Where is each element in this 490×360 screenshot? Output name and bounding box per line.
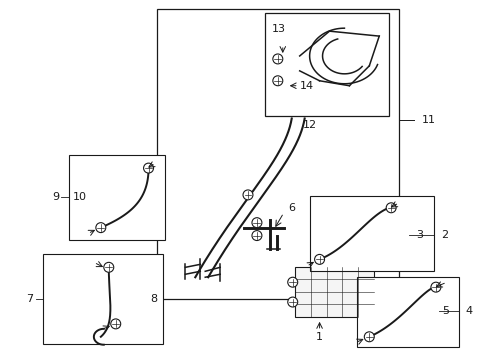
Bar [357, 277, 459, 347]
Ellipse shape [386, 203, 396, 213]
Bar [157, 9, 399, 299]
Ellipse shape [288, 297, 298, 307]
Text: 14: 14 [300, 81, 314, 91]
Ellipse shape [243, 190, 253, 200]
Bar [43, 255, 164, 344]
Ellipse shape [273, 54, 283, 64]
Ellipse shape [273, 76, 283, 86]
Text: 7: 7 [26, 294, 33, 304]
Text: 1: 1 [316, 332, 323, 342]
Ellipse shape [104, 262, 114, 272]
Ellipse shape [252, 231, 262, 240]
Ellipse shape [288, 277, 298, 287]
Ellipse shape [144, 163, 153, 173]
Text: 5: 5 [442, 306, 449, 316]
Text: 8: 8 [150, 294, 158, 304]
Bar [265, 13, 389, 116]
Text: 10: 10 [73, 192, 87, 202]
Ellipse shape [252, 218, 262, 228]
Text: 9: 9 [52, 192, 59, 202]
Ellipse shape [111, 319, 121, 329]
Ellipse shape [315, 255, 324, 264]
Ellipse shape [431, 282, 441, 292]
Text: 3: 3 [416, 230, 423, 239]
Text: 12: 12 [302, 121, 317, 130]
Text: 6: 6 [288, 203, 295, 213]
Bar [310, 196, 434, 271]
Text: 2: 2 [441, 230, 448, 239]
Text: 4: 4 [466, 306, 473, 316]
Text: 13: 13 [272, 24, 286, 34]
Ellipse shape [96, 223, 106, 233]
Bar [294, 267, 374, 317]
Bar [69, 155, 166, 239]
Ellipse shape [365, 332, 374, 342]
Text: 11: 11 [422, 116, 436, 126]
